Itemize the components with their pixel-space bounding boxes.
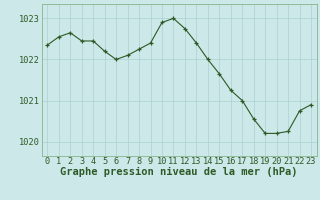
X-axis label: Graphe pression niveau de la mer (hPa): Graphe pression niveau de la mer (hPa) bbox=[60, 167, 298, 177]
